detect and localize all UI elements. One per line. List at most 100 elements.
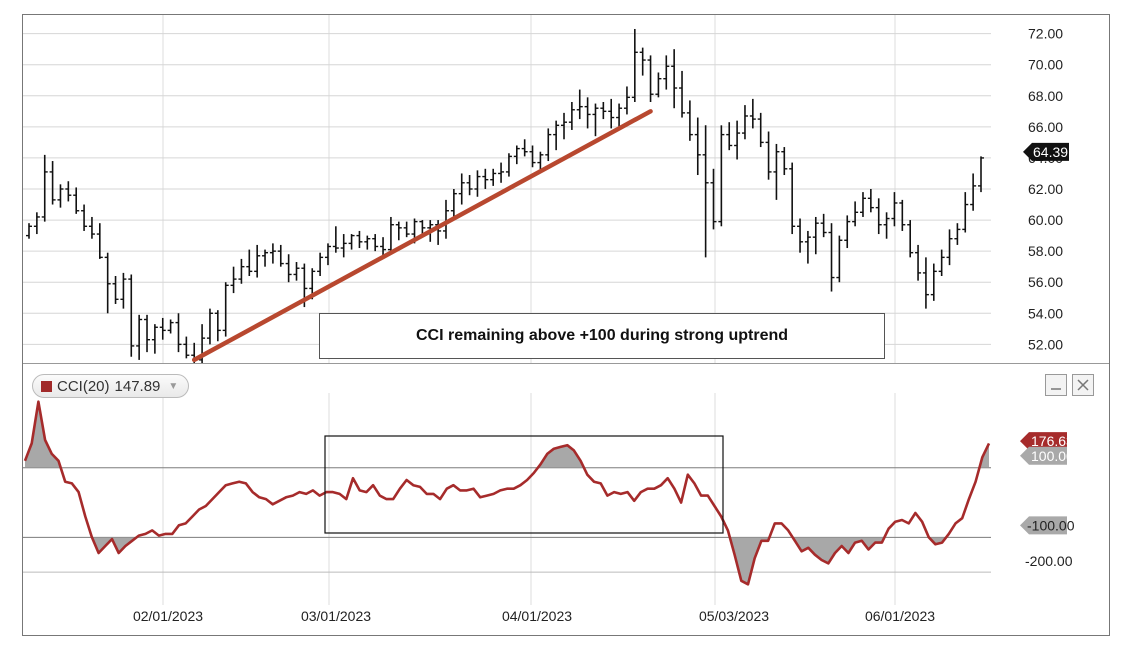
level-tag-minus-100-label: -100.00 — [1027, 517, 1075, 533]
ohlc-bar — [875, 198, 882, 235]
last-price-tag-shape — [1023, 142, 1069, 161]
ohlc-bar — [970, 173, 977, 211]
ohlc-bar — [356, 230, 363, 249]
ohlc-bar — [458, 173, 465, 205]
ohlc-bar — [238, 258, 245, 284]
y-tick-label: 54.00 — [1028, 305, 1063, 321]
highlight-box — [324, 435, 724, 534]
ohlc-bar — [167, 319, 174, 334]
ohlc-bar — [710, 168, 717, 230]
ohlc-bar — [663, 55, 670, 90]
ohlc-bar — [561, 112, 568, 140]
cci-oversold-fill — [25, 537, 989, 585]
ohlc-bar — [387, 216, 394, 252]
caret-down-icon: ▼ — [168, 380, 179, 392]
ohlc-bar — [505, 153, 512, 177]
ohlc-bar — [671, 49, 678, 109]
level-tag-minus-100: -100.00 — [1020, 516, 1075, 535]
level-tag-100-shape — [1020, 446, 1067, 465]
ohlc-bar — [435, 220, 442, 245]
cci-last-value-label: 176.63 — [1031, 433, 1074, 449]
ohlc-bar — [222, 282, 229, 337]
x-tick-label: 02/01/2023 — [133, 608, 203, 624]
y-tick-label: 62.00 — [1028, 181, 1063, 197]
ohlc-bar — [317, 252, 324, 276]
y-tick-label: 52.00 — [1028, 336, 1063, 352]
ohlc-bar — [214, 310, 221, 342]
ohlc-bar — [340, 234, 347, 258]
ohlc-bar — [380, 237, 387, 258]
ohlc-bar — [33, 212, 40, 235]
ohlc-bar — [954, 223, 961, 245]
ohlc-bar — [112, 276, 119, 304]
ohlc-bar — [553, 120, 560, 151]
minimize-icon[interactable] — [1045, 374, 1067, 396]
y-tick-label: 56.00 — [1028, 274, 1063, 290]
ohlc-bar — [81, 204, 88, 231]
ohlc-bar — [584, 97, 591, 129]
chart-frame: 72.0070.0068.0066.0064.0062.0060.0058.00… — [22, 14, 1110, 636]
y-tick-label-minus-200: -200.00 — [1025, 553, 1073, 569]
ohlc-bar — [41, 154, 48, 222]
ohlc-bar — [545, 128, 552, 162]
ohlc-bar — [254, 244, 261, 278]
ohlc-bar — [600, 102, 607, 120]
ohlc-bar — [734, 120, 741, 160]
ohlc-bar — [789, 162, 796, 235]
close-icon[interactable] — [1072, 374, 1094, 396]
ohlc-bar — [938, 249, 945, 276]
y-tick-label: 68.00 — [1028, 88, 1063, 104]
indicator-selector[interactable]: CCI(20) 147.89 ▼ — [32, 374, 190, 398]
ohlc-bar — [616, 103, 623, 127]
ohlc-bar — [773, 143, 780, 200]
indicator-value: 147.89 — [114, 377, 161, 395]
ohlc-bar — [183, 336, 190, 359]
ohlc-bar — [797, 218, 804, 253]
ohlc-bar — [946, 229, 953, 266]
ohlc-bar — [332, 226, 339, 253]
ohlc-bar — [812, 216, 819, 255]
ohlc-bar — [466, 175, 473, 196]
ohlc-bar — [679, 70, 686, 118]
ohlc-bar — [277, 244, 284, 267]
ohlc-bar — [852, 201, 859, 227]
ohlc-bar — [741, 105, 748, 140]
ohlc-bar — [702, 125, 709, 258]
y-tick-label: 58.00 — [1028, 243, 1063, 259]
ohlc-bar — [804, 230, 811, 264]
cci-last-value-shape — [1020, 432, 1067, 451]
ohlc-bar — [907, 220, 914, 258]
ohlc-bar — [88, 216, 95, 239]
ohlc-bar — [922, 257, 929, 309]
ohlc-bar — [962, 192, 969, 233]
ohlc-bar — [482, 168, 489, 189]
ohlc-bar — [104, 252, 111, 314]
ohlc-bar — [73, 187, 80, 214]
ohlc-bar — [686, 100, 693, 141]
ohlc-bar — [757, 112, 764, 148]
ohlc-bar — [844, 215, 851, 249]
ohlc-bar — [521, 139, 528, 157]
ohlc-bar — [324, 243, 331, 266]
ohlc-bar — [529, 145, 536, 168]
ohlc-bar — [891, 192, 898, 227]
level-tag-100: 100.00 — [1020, 446, 1074, 465]
x-tick-label: 06/01/2023 — [865, 608, 935, 624]
ohlc-bar — [836, 235, 843, 283]
ohlc-bar — [450, 189, 457, 219]
ohlc-bar — [930, 263, 937, 301]
ohlc-bar — [65, 181, 72, 202]
y-tick-label: 72.00 — [1028, 26, 1063, 42]
ohlc-bar — [978, 156, 984, 193]
ohlc-bar — [726, 122, 733, 151]
price-chart[interactable]: 72.0070.0068.0066.0064.0062.0060.0058.00… — [23, 15, 1109, 363]
ohlc-bar — [631, 28, 638, 102]
ohlc-bar — [608, 98, 615, 129]
ohlc-bar — [899, 199, 906, 231]
ohlc-bar — [26, 223, 32, 239]
annotation-text: CCI remaining above +100 during strong u… — [415, 327, 789, 344]
ohlc-bar — [120, 272, 127, 309]
ohlc-bar — [206, 308, 213, 345]
level-tag-minus-100-shape — [1020, 516, 1067, 535]
